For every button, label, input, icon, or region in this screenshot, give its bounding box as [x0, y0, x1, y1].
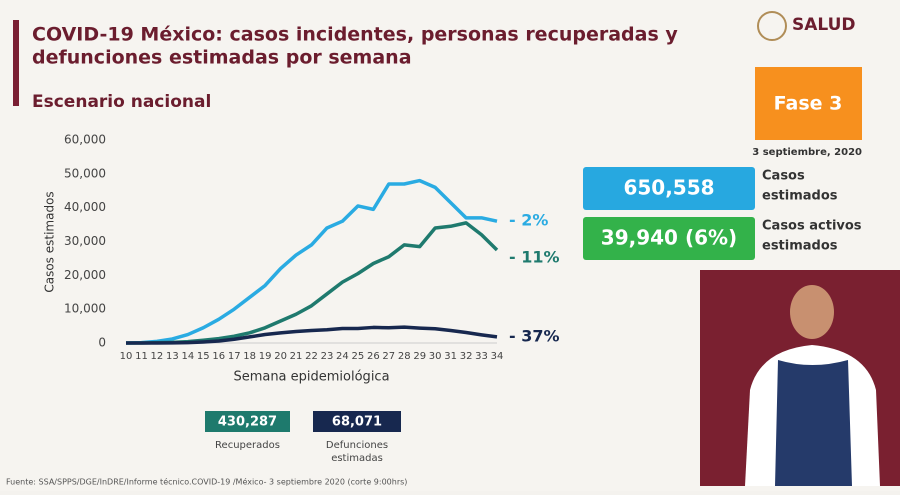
stat-box [583, 217, 755, 260]
x-tick-label: 22 [305, 351, 318, 362]
total-value: 430,287 [218, 415, 277, 430]
y-tick-label: 30,000 [64, 234, 106, 248]
interpreter-video [700, 270, 900, 486]
phase: Fase 3 [774, 93, 843, 115]
stat-label: estimados [762, 239, 838, 254]
end-label: - 11% [509, 247, 560, 266]
x-tick-label: 11 [135, 351, 148, 362]
x-tick-label: 18 [243, 351, 256, 362]
y-tick-label: 50,000 [64, 166, 106, 180]
x-tick-label: 20 [274, 351, 287, 362]
y-tick-label: 20,000 [64, 268, 106, 282]
stat-label: estimados [762, 189, 838, 204]
y-tick-label: 60,000 [64, 133, 106, 147]
stat-value: 650,558 [623, 176, 714, 200]
x-tick-label: 12 [151, 351, 164, 362]
footer: Fuente: SSA/SPPS/DGE/InDRE/Informe técni… [6, 477, 407, 487]
x-tick-label: 28 [398, 351, 411, 362]
x-tick-label: 32 [460, 351, 473, 362]
x-tick-label: 16 [212, 351, 225, 362]
x-tick-label: 17 [228, 351, 241, 362]
series-line [126, 325, 498, 345]
x-axis-label: Semana epidemiológica [233, 370, 389, 385]
x-tick-label: 23 [321, 351, 334, 362]
logo-emblem [757, 11, 787, 41]
head [790, 285, 834, 339]
x-tick-label: 14 [181, 351, 194, 362]
x-tick-label: 19 [259, 351, 272, 362]
y-tick-label: 40,000 [64, 200, 106, 214]
total-box [205, 411, 290, 432]
x-tick-label: 10 [120, 351, 133, 362]
x-tick-label: 26 [367, 351, 380, 362]
stat-label: Casos [762, 169, 805, 184]
end-label: - 2% [509, 211, 548, 230]
x-tick-label: 31 [444, 351, 457, 362]
series-line [125, 178, 498, 345]
x-tick-label: 13 [166, 351, 179, 362]
total-label: Defunciones [326, 440, 388, 451]
x-tick-label: 25 [352, 351, 365, 362]
x-tick-label: 27 [382, 351, 395, 362]
stat-label: Casos activos [762, 219, 862, 234]
x-tick-label: 34 [491, 351, 504, 362]
x-tick-label: 33 [475, 351, 488, 362]
x-tick-label: 15 [197, 351, 210, 362]
stat-box [583, 167, 755, 210]
title: COVID-19 México: casos incidentes, perso… [32, 24, 678, 46]
total-value: 68,071 [332, 415, 382, 430]
total-box [313, 411, 401, 432]
stat-value: 39,940 (6%) [601, 226, 737, 250]
y-tick-label: 10,000 [64, 302, 106, 316]
x-tick-label: 24 [336, 351, 349, 362]
x-tick-label: 30 [429, 351, 442, 362]
total-label: Recuperados [215, 440, 280, 451]
logo: SALUD [792, 15, 856, 35]
title: defunciones estimadas por semana [32, 47, 412, 69]
end-label: - 37% [509, 326, 560, 345]
x-tick-label: 29 [413, 351, 426, 362]
subtitle: Escenario nacional [32, 92, 211, 112]
total-label: estimadas [331, 453, 383, 464]
vest [775, 360, 852, 486]
y-tick-label: 0 [98, 336, 106, 350]
x-tick-label: 21 [290, 351, 303, 362]
y-axis-label: Casos estimados [43, 191, 57, 292]
phase-box [755, 67, 862, 140]
date: 3 septiembre, 2020 [752, 147, 862, 158]
accent-bar [13, 20, 19, 106]
